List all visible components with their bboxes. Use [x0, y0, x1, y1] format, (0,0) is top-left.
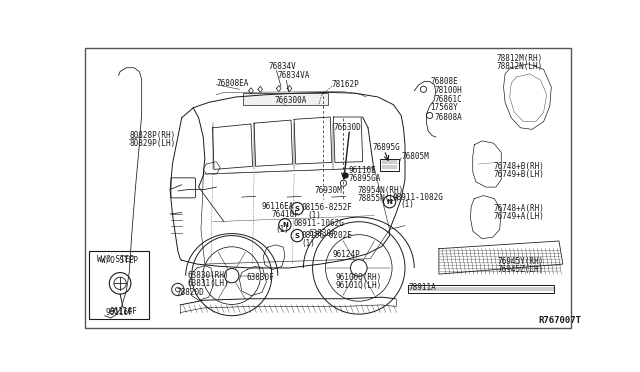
Text: 76808A: 76808A — [435, 113, 462, 122]
Text: 76749+B(LH): 76749+B(LH) — [493, 170, 545, 179]
Text: 78162P: 78162P — [332, 80, 360, 89]
Text: 96116F: 96116F — [109, 307, 137, 316]
Text: S: S — [294, 206, 300, 212]
Text: 08911-1062G: 08911-1062G — [293, 219, 344, 228]
Text: 766300A: 766300A — [274, 96, 307, 105]
Text: 76748+A(RH): 76748+A(RH) — [493, 204, 545, 213]
Text: 96100Q(RH): 96100Q(RH) — [336, 273, 382, 282]
Text: 76834V: 76834V — [269, 62, 296, 71]
Text: R767007T: R767007T — [538, 316, 581, 325]
Text: 96116EA: 96116EA — [262, 202, 294, 211]
Text: N: N — [282, 222, 288, 228]
Text: 76945Y(RH): 76945Y(RH) — [497, 257, 543, 266]
Text: 96101Q(LH): 96101Q(LH) — [336, 281, 382, 290]
Text: 80829P(LH): 80829P(LH) — [129, 139, 175, 148]
Text: (1): (1) — [307, 211, 321, 220]
Text: 76808EA: 76808EA — [216, 78, 249, 88]
Text: 76930M: 76930M — [315, 186, 342, 195]
Text: 96124P: 96124P — [333, 250, 360, 259]
Text: 76834VA: 76834VA — [278, 71, 310, 80]
Text: 78954N(RH): 78954N(RH) — [357, 186, 403, 195]
Text: 76410F: 76410F — [271, 209, 299, 218]
Text: (1): (1) — [302, 239, 316, 248]
Text: 96116E: 96116E — [349, 166, 376, 174]
Text: 78820D: 78820D — [176, 288, 204, 297]
Text: S: S — [294, 232, 300, 238]
Text: 76895G: 76895G — [372, 142, 401, 151]
Bar — [380, 158, 399, 171]
Text: 80828P(RH): 80828P(RH) — [129, 131, 175, 140]
Text: 76749+A(LH): 76749+A(LH) — [493, 212, 545, 221]
Text: 78911A: 78911A — [408, 283, 436, 292]
Bar — [408, 285, 554, 293]
Text: (1): (1) — [276, 225, 289, 234]
Text: 76861C: 76861C — [435, 95, 462, 104]
Text: 08156-6202E: 08156-6202E — [302, 231, 353, 240]
Text: N: N — [387, 199, 392, 205]
Text: 78812N(LH): 78812N(LH) — [497, 62, 543, 71]
Text: 08911-1082G: 08911-1082G — [393, 193, 444, 202]
Text: 78100H: 78100H — [435, 86, 462, 95]
Circle shape — [344, 173, 348, 178]
Text: 63830A: 63830A — [308, 229, 337, 238]
Text: W/O STEP: W/O STEP — [97, 254, 134, 263]
Text: 63831(LH): 63831(LH) — [188, 279, 230, 288]
Text: 63830(RH): 63830(RH) — [188, 271, 230, 280]
Text: 78812M(RH): 78812M(RH) — [497, 54, 543, 63]
Text: 08156-8252F: 08156-8252F — [301, 203, 352, 212]
Text: W/O STEP: W/O STEP — [101, 256, 138, 265]
Text: 76748+B(RH): 76748+B(RH) — [493, 162, 545, 171]
Text: 63830F: 63830F — [246, 273, 274, 282]
Bar — [90, 251, 149, 319]
Text: (1): (1) — [401, 200, 414, 209]
Bar — [243, 93, 328, 106]
Text: 76808E: 76808E — [431, 77, 458, 86]
Text: 78855N(LH): 78855N(LH) — [357, 194, 403, 203]
Text: 76895GA: 76895GA — [349, 174, 381, 183]
Text: 96116F: 96116F — [106, 308, 133, 317]
Text: 76805M: 76805M — [401, 152, 429, 161]
Text: 76945Z(LH): 76945Z(LH) — [497, 265, 543, 274]
Text: 17568Y: 17568Y — [431, 103, 458, 112]
Text: 76630D: 76630D — [333, 122, 361, 132]
